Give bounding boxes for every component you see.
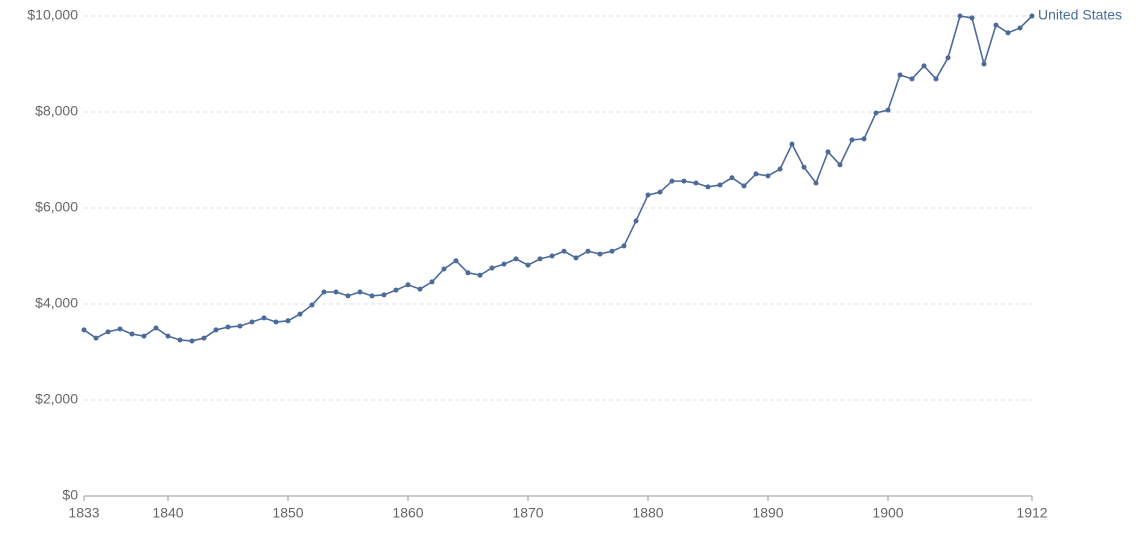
series-line (83, 15, 1033, 342)
data-point (177, 337, 183, 343)
data-point (861, 136, 867, 142)
data-point (345, 293, 351, 299)
data-point (129, 331, 135, 337)
data-point (441, 266, 447, 272)
data-point (897, 72, 903, 78)
x-tick-label: 1912 (1016, 505, 1047, 521)
data-point (225, 324, 231, 330)
data-point (525, 262, 531, 268)
data-point (753, 171, 759, 177)
data-point (645, 192, 651, 198)
data-point (201, 335, 207, 341)
data-point (801, 164, 807, 170)
data-point (609, 248, 615, 254)
data-point (957, 13, 963, 19)
data-point (297, 311, 303, 317)
data-point (837, 162, 843, 168)
x-tick-label: 1860 (392, 505, 423, 521)
data-point (453, 258, 459, 264)
data-point (621, 243, 627, 249)
x-tick-label: 1900 (872, 505, 903, 521)
data-point (477, 272, 483, 278)
y-tick-label: $0 (62, 487, 78, 503)
data-point (333, 289, 339, 295)
data-point (81, 327, 87, 333)
data-point (693, 180, 699, 186)
data-point (405, 282, 411, 288)
x-tick-label: 1890 (752, 505, 783, 521)
data-point (213, 327, 219, 333)
y-tick-label: $4,000 (35, 295, 78, 311)
data-point (729, 175, 735, 181)
data-point (717, 182, 723, 188)
data-point (705, 184, 711, 190)
data-point (849, 137, 855, 143)
x-tick-label: 1850 (272, 505, 303, 521)
data-point (1029, 13, 1035, 19)
data-point (189, 338, 195, 344)
data-point (669, 178, 675, 184)
data-point (921, 63, 927, 69)
data-point (417, 286, 423, 292)
data-point (237, 323, 243, 329)
x-tick-label: 1833 (68, 505, 99, 521)
y-tick-label: $2,000 (35, 391, 78, 407)
y-tick-label: $6,000 (35, 199, 78, 215)
data-point (741, 183, 747, 189)
data-point (465, 270, 471, 276)
data-point (933, 76, 939, 82)
data-point (537, 256, 543, 262)
data-point (141, 333, 147, 339)
data-point (825, 149, 831, 155)
data-point (549, 253, 555, 259)
data-point (369, 293, 375, 299)
x-tick-label: 1880 (632, 505, 663, 521)
data-point (309, 302, 315, 308)
data-point (885, 107, 891, 113)
x-tick-label: 1840 (152, 505, 183, 521)
data-point (429, 279, 435, 285)
y-tick-label: $10,000 (27, 7, 78, 23)
data-point (381, 292, 387, 298)
data-point (657, 189, 663, 195)
data-point (873, 110, 879, 116)
data-point (261, 315, 267, 321)
data-point (393, 287, 399, 293)
data-point (789, 141, 795, 147)
data-point (561, 248, 567, 254)
data-point (357, 289, 363, 295)
data-point (597, 251, 603, 257)
y-tick-label: $8,000 (35, 103, 78, 119)
data-point (981, 61, 987, 67)
data-point (165, 333, 171, 339)
data-point (1017, 25, 1023, 31)
data-point (909, 76, 915, 82)
data-point (105, 329, 111, 335)
series-label: United States (1038, 7, 1122, 23)
data-point (321, 289, 327, 295)
data-point (153, 325, 159, 331)
x-tick-label: 1870 (512, 505, 543, 521)
data-point (249, 319, 255, 325)
data-point (573, 255, 579, 261)
data-point (1005, 30, 1011, 36)
data-point (93, 335, 99, 341)
data-point (945, 55, 951, 61)
data-point (765, 173, 771, 179)
data-point (681, 178, 687, 184)
data-point (993, 22, 999, 28)
data-point (633, 218, 639, 224)
data-point (273, 319, 279, 325)
data-point (585, 248, 591, 254)
data-point (117, 326, 123, 332)
data-point (813, 180, 819, 186)
data-point (285, 318, 291, 324)
data-point (969, 15, 975, 21)
data-point (513, 256, 519, 262)
data-point (489, 265, 495, 271)
data-point (777, 166, 783, 172)
data-point (501, 261, 507, 267)
